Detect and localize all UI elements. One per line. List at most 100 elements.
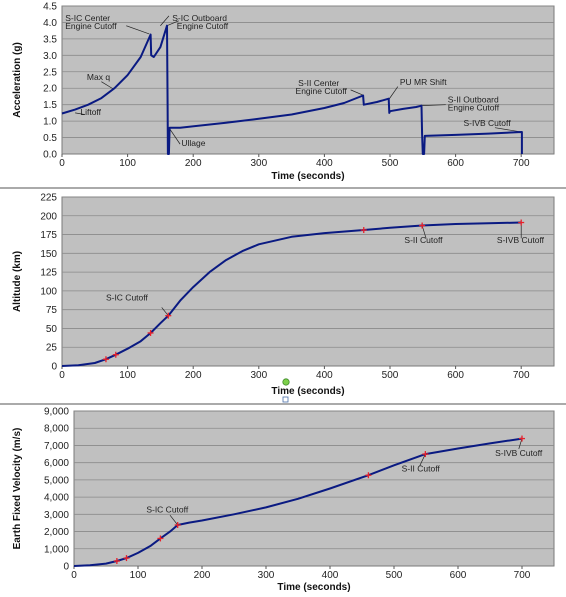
annotation-label: S-IC Center — [65, 13, 110, 23]
resize-handle-icon — [282, 396, 289, 403]
data-point-marker — [113, 558, 120, 565]
data-point-marker — [422, 451, 429, 458]
x-tick-label: 500 — [386, 570, 403, 581]
annotation-leader — [101, 81, 114, 90]
annotation-leader — [350, 89, 364, 96]
y-tick-label: 1,000 — [44, 544, 69, 555]
x-tick-label: 100 — [119, 370, 136, 381]
x-axis-title: Time (seconds) — [271, 171, 344, 182]
y-tick-label: 175 — [40, 230, 57, 241]
y-tick-label: 2,000 — [44, 527, 69, 538]
annotation-label: S-II Outboard — [448, 94, 499, 104]
plot-area — [73, 410, 555, 567]
annotation-label: Engine Cutoff — [448, 103, 500, 113]
annotation-label: Engine Cutoff — [177, 21, 229, 31]
y-tick-label: 4.5 — [43, 2, 57, 13]
y-tick-label: 100 — [40, 286, 57, 297]
annotation-label: Engine Cutoff — [296, 86, 348, 96]
y-tick-label: 8,000 — [44, 424, 69, 435]
y-tick-label: 225 — [40, 193, 57, 204]
y-tick-label: 150 — [40, 249, 57, 260]
y-tick-label: 1.5 — [43, 100, 57, 111]
y-tick-label: 2.0 — [43, 84, 57, 95]
y-tick-label: 200 — [40, 211, 57, 222]
annotation-label: PU MR Shift — [400, 77, 447, 87]
y-tick-label: 3.0 — [43, 51, 57, 62]
y-tick-label: 7,000 — [44, 441, 69, 452]
x-tick-label: 600 — [450, 570, 467, 581]
x-tick-label: 200 — [185, 158, 202, 169]
chart-panel-1: 0.0 0.5 1.0 1.5 2.0 2.5 3.0 3.5 4.0 4.5 0 100 200 300… — [12, 2, 555, 182]
y-tick-label: 25 — [46, 343, 58, 354]
y-axis-title: Earth Fixed Velocity (m/s) — [12, 428, 23, 550]
annotation-leader — [389, 86, 399, 99]
y-tick-label: 3,000 — [44, 510, 69, 521]
x-tick-label: 0 — [71, 570, 77, 581]
annotation-label: S-II Cutoff — [402, 463, 441, 473]
x-axis-title: Time (seconds) — [271, 386, 344, 397]
x-tick-label: 400 — [316, 370, 333, 381]
data-point-marker — [519, 435, 525, 442]
annotation-leader — [169, 514, 178, 526]
annotation-leader — [421, 225, 427, 239]
annotation-leader — [160, 15, 170, 26]
x-tick-label: 500 — [382, 370, 399, 381]
y-tick-label: 0 — [51, 362, 57, 373]
x-tick-label: 100 — [130, 570, 147, 581]
data-point-marker — [518, 219, 525, 226]
annotation-label: Engine Cutoff — [65, 21, 117, 31]
data-point-marker — [165, 312, 172, 319]
y-tick-label: 4,000 — [44, 493, 69, 504]
annotation-label: S-IC Cutoff — [106, 293, 149, 303]
annotation-label: S-IVB Cutoff — [463, 118, 511, 128]
annotation-leader — [126, 25, 150, 35]
y-tick-label: 0.5 — [43, 133, 57, 144]
x-tick-label: 700 — [514, 570, 531, 581]
plot-area — [61, 5, 555, 155]
data-series-line — [61, 24, 523, 155]
data-point-marker — [147, 329, 154, 336]
chart-panel-3: 0 1,000 2,000 3,000 4,000 5,000 6,000 7,000 8,00… — [12, 407, 555, 593]
x-tick-label: 0 — [59, 158, 65, 169]
x-tick-label: 600 — [447, 370, 464, 381]
y-tick-label: 50 — [46, 324, 58, 335]
y-axis-title: Acceleration (g) — [12, 42, 23, 118]
x-tick-label: 400 — [322, 570, 339, 581]
x-tick-label: 200 — [185, 370, 202, 381]
data-point-marker — [360, 227, 367, 234]
annotation-label: Liftoff — [80, 107, 101, 117]
y-tick-label: 9,000 — [44, 407, 69, 418]
x-axis-title: Time (seconds) — [277, 582, 350, 593]
x-tick-label: 400 — [316, 158, 333, 169]
y-tick-label: 0.0 — [43, 150, 57, 161]
chart-panel-2: 0 25 50 75 100 125 150 175 200 225 0 100 200 300 400 50… — [12, 193, 555, 397]
data-point-marker — [419, 222, 426, 229]
annotation-label: Ullage — [181, 138, 205, 148]
data-point-marker — [365, 472, 372, 479]
x-tick-label: 300 — [250, 370, 267, 381]
annotation-label: S-IC Outboard — [172, 13, 227, 23]
x-tick-label: 200 — [194, 570, 211, 581]
x-tick-label: 100 — [119, 158, 136, 169]
data-point-marker — [174, 522, 181, 529]
annotation-leader — [161, 307, 169, 316]
data-point-marker — [157, 535, 164, 542]
y-axis-title: Altitude (km) — [12, 251, 23, 312]
annotation-label: S-IC Cutoff — [146, 505, 189, 515]
y-tick-label: 75 — [46, 305, 58, 316]
rotate-handle-icon — [282, 378, 290, 386]
x-tick-label: 700 — [513, 370, 530, 381]
y-tick-label: 3.5 — [43, 34, 57, 45]
x-tick-label: 700 — [513, 158, 530, 169]
plot-area — [61, 196, 555, 367]
annotation-label: S-IVB Cutoff — [497, 235, 545, 245]
y-tick-label: 125 — [40, 268, 57, 279]
annotation-leader — [75, 112, 86, 115]
y-tick-label: 5,000 — [44, 475, 69, 486]
annotation-leader — [166, 20, 179, 27]
annotation-label: Max q — [87, 72, 110, 82]
data-series-line — [73, 437, 523, 567]
y-tick-label: 6,000 — [44, 458, 69, 469]
x-tick-label: 0 — [59, 370, 65, 381]
